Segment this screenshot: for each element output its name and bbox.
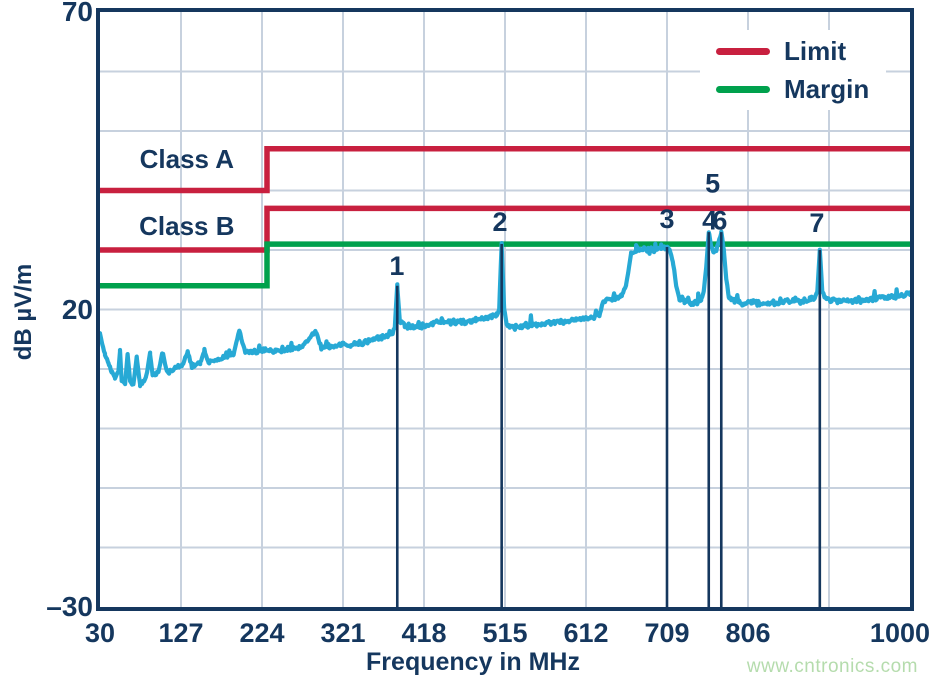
x-tick-label-321: 321: [320, 618, 366, 648]
y-tick-label-20: 20: [61, 293, 93, 325]
x-tick-label-515: 515: [482, 618, 528, 648]
peak-label-1: 1: [389, 251, 404, 281]
emissions-trace: [100, 229, 910, 389]
peak-label-3: 3: [659, 204, 674, 234]
legend-item-limit: Limit: [716, 38, 886, 64]
legend-label-limit: Limit: [784, 36, 847, 66]
peak-label-5: 5: [705, 168, 720, 198]
x-tick-label-224: 224: [239, 618, 285, 648]
margin-line-swatch: [716, 85, 770, 93]
peak-label-7: 7: [809, 208, 824, 238]
x-tick-label-30: 30: [84, 618, 116, 648]
watermark: www.cntronics.com: [746, 656, 918, 677]
limit-class-a-line: [100, 146, 910, 194]
y-tick-label-70: 70: [61, 0, 93, 27]
peak-label-2: 2: [492, 207, 507, 237]
y-tick-label--30: –30: [46, 591, 93, 622]
annotation-class-b: Class B: [139, 211, 234, 241]
x-tick-label-612: 612: [563, 618, 609, 648]
annotation-class-a: Class A: [140, 144, 235, 174]
legend-item-margin: Margin: [716, 76, 886, 102]
x-tick-label-1000: 1000: [869, 618, 931, 648]
x-tick-label-806: 806: [725, 618, 771, 648]
peak-label-4: 4: [702, 205, 717, 235]
x-tick-label-418: 418: [401, 618, 447, 648]
legend-label-margin: Margin: [784, 74, 870, 104]
peak-label-6: 6: [712, 205, 727, 235]
legend: Limit Margin: [700, 30, 886, 110]
x-tick-label-127: 127: [158, 618, 204, 648]
margin-line: [100, 241, 910, 289]
x-tick-label-709: 709: [644, 618, 690, 648]
limit-line-swatch: [716, 47, 770, 55]
limit-class-b-line: [100, 205, 910, 253]
plot-svg: 1 2 3 4 5 6 7 Class A Class B: [100, 12, 910, 607]
x-axis-title: Frequency in MHz: [366, 648, 580, 676]
